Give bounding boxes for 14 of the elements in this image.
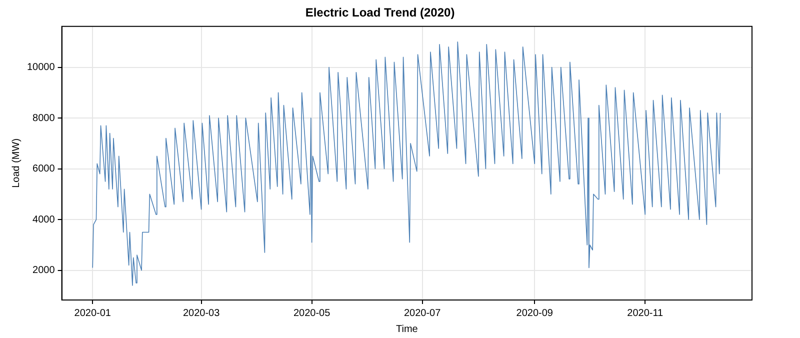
chart-title: Electric Load Trend (2020) bbox=[305, 6, 455, 20]
y-tick-label: 2000 bbox=[32, 265, 56, 276]
x-axis-title: Time bbox=[396, 324, 418, 335]
x-tick-label: 2020-03 bbox=[182, 308, 220, 319]
y-axis-title: Load (MW) bbox=[10, 138, 22, 188]
x-tick-label: 2020-07 bbox=[404, 308, 442, 319]
x-tick-label: 2020-11 bbox=[627, 308, 664, 319]
y-tick-label: 8000 bbox=[32, 112, 56, 124]
x-tick-label: 2020-05 bbox=[293, 308, 331, 319]
y-tick-label: 6000 bbox=[32, 164, 56, 175]
y-tick-label: 4000 bbox=[32, 214, 56, 226]
x-tick-label: 2020-09 bbox=[516, 308, 554, 319]
y-tick-label: 10000 bbox=[26, 62, 56, 74]
x-tick-label: 2020-01 bbox=[74, 308, 112, 319]
